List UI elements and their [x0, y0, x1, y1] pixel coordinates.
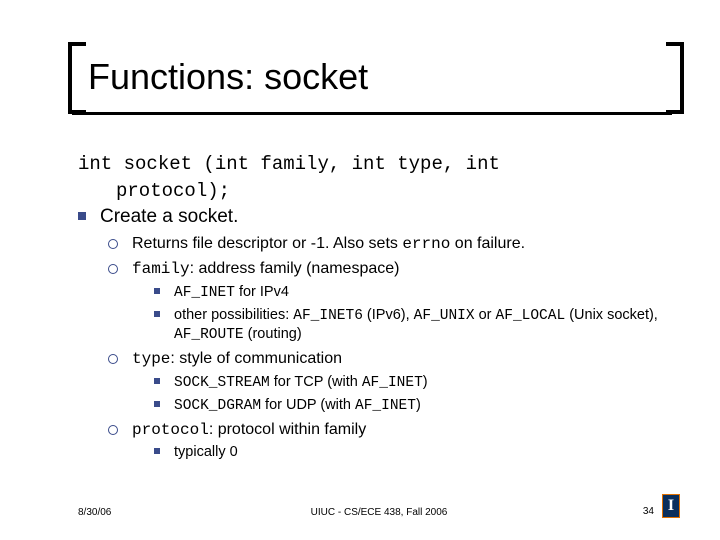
bracket-right-decoration	[666, 42, 684, 114]
afinet-code: AF_INET	[355, 398, 416, 414]
protocol-code: protocol	[132, 421, 209, 439]
aflocal-code: AF_LOCAL	[496, 308, 566, 324]
text: or	[475, 307, 496, 323]
bullet-sock-dgram: SOCK_DGRAM for UDP (with AF_INET)	[154, 396, 670, 416]
footer-course: UIUC - CS/ECE 438, Fall 2006	[311, 507, 448, 518]
afinet6-code: AF_INET6	[293, 308, 363, 324]
text: on failure.	[450, 235, 525, 252]
text: (Unix socket),	[565, 307, 658, 323]
bullet-typically-zero: typically 0	[154, 443, 670, 462]
bullet-returns: Returns file descriptor or -1. Also sets…	[108, 234, 670, 255]
text: for IPv4	[235, 284, 289, 300]
page-number: 34	[643, 506, 654, 518]
afinet-code: AF_INET	[174, 285, 235, 301]
text: )	[416, 397, 421, 413]
footer-right-group: 34 I	[643, 494, 680, 518]
text: : protocol within family	[209, 421, 366, 438]
text: for TCP (with	[270, 374, 362, 390]
bullet-create-socket: Create a socket.	[78, 205, 670, 230]
sockdgram-code: SOCK_DGRAM	[174, 398, 261, 414]
text: )	[423, 374, 428, 390]
slide-footer: 8/30/06 UIUC - CS/ECE 438, Fall 2006 34 …	[78, 494, 680, 518]
title-container: Functions: socket	[72, 48, 680, 115]
bullet-family: family: address family (namespace)	[108, 259, 670, 280]
afroute-code: AF_ROUTE	[174, 327, 244, 343]
errno-code: errno	[402, 235, 450, 253]
footer-date: 8/30/06	[78, 507, 111, 518]
text: Returns file descriptor or -1. Also sets	[132, 235, 402, 252]
text: other possibilities:	[174, 307, 293, 323]
family-code: family	[132, 260, 190, 278]
text: : style of communication	[170, 350, 342, 367]
function-declaration-line2: protocol);	[78, 179, 670, 204]
sockstream-code: SOCK_STREAM	[174, 375, 270, 391]
type-code: type	[132, 350, 170, 368]
text: for UDP (with	[261, 397, 355, 413]
bullet-sock-stream: SOCK_STREAM for TCP (with AF_INET)	[154, 373, 670, 393]
bullet-other-families: other possibilities: AF_INET6 (IPv6), AF…	[154, 306, 670, 346]
text: (IPv6),	[363, 307, 414, 323]
afinet-code: AF_INET	[362, 375, 423, 391]
slide-content: int socket (int family, int type, int pr…	[78, 152, 670, 462]
uiuc-logo-icon: I	[662, 494, 680, 518]
slide-title: Functions: socket	[72, 48, 672, 115]
bullet-type: type: style of communication	[108, 349, 670, 370]
text: (routing)	[244, 326, 302, 342]
text: : address family (namespace)	[190, 260, 400, 277]
function-declaration-line1: int socket (int family, int type, int	[78, 152, 670, 177]
afunix-code: AF_UNIX	[414, 308, 475, 324]
bullet-protocol: protocol: protocol within family	[108, 420, 670, 441]
bullet-af-inet: AF_INET for IPv4	[154, 283, 670, 303]
bracket-left-decoration	[68, 42, 86, 114]
